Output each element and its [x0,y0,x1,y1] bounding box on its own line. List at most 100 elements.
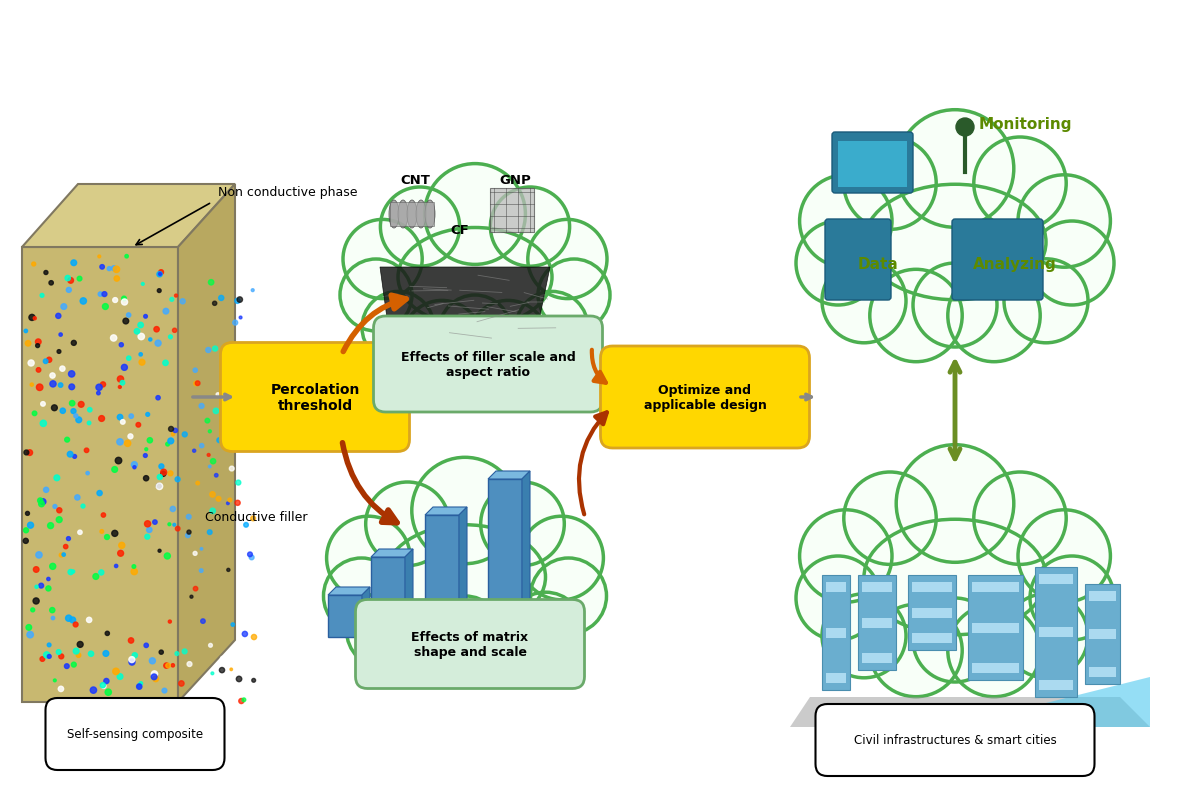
Point [119,310,138,322]
Point [180,658,199,670]
Point [40,638,59,651]
Text: CF: CF [451,225,469,237]
Text: Conductive filler: Conductive filler [205,511,307,524]
Circle shape [913,598,997,683]
FancyBboxPatch shape [600,346,810,448]
Point [186,582,205,595]
Point [58,660,77,673]
Point [150,269,169,282]
Point [97,531,116,544]
Point [106,294,125,307]
Point [25,407,44,420]
Point [107,264,126,277]
Point [205,298,224,310]
Point [192,439,211,452]
Point [100,263,119,276]
Point [229,673,248,686]
Circle shape [427,596,503,672]
Point [54,549,73,561]
Point [94,379,113,391]
Point [26,563,46,576]
Point [192,400,211,413]
Point [203,504,222,517]
Circle shape [822,594,906,678]
Point [128,419,148,431]
Polygon shape [22,248,178,702]
Bar [1039,680,1073,691]
FancyBboxPatch shape [373,317,602,412]
Point [118,250,137,263]
Point [217,362,236,375]
Point [199,344,218,357]
Point [95,289,114,302]
Point [122,656,142,669]
Ellipse shape [425,200,436,229]
Point [107,273,126,286]
Point [127,326,146,338]
Point [110,373,130,386]
Point [223,618,242,631]
Point [90,251,109,264]
Point [113,416,132,429]
Point [182,590,202,603]
Point [220,430,239,443]
Point [34,496,53,508]
Point [224,372,244,385]
Point [166,424,185,437]
FancyBboxPatch shape [46,698,224,770]
Point [168,523,187,536]
Point [66,410,85,423]
Point [186,547,205,560]
Text: Non conductive phase: Non conductive phase [218,186,358,199]
Bar [972,582,1019,592]
Point [41,520,60,533]
Point [43,370,62,383]
Point [50,379,70,392]
FancyBboxPatch shape [832,133,913,194]
Point [230,312,250,325]
Point [200,639,220,652]
Point [150,480,169,493]
Circle shape [974,472,1067,565]
Bar [822,575,850,691]
Bar [1039,627,1073,638]
Point [229,406,248,419]
Point [94,679,113,692]
Point [65,451,84,464]
Point [119,352,138,365]
Polygon shape [522,472,530,638]
Point [58,273,77,286]
Point [18,508,37,520]
Point [139,524,158,537]
Polygon shape [380,268,550,341]
Point [132,356,151,369]
Point [186,364,205,377]
Point [23,604,42,617]
Point [199,449,218,462]
Point [16,535,35,548]
Point [49,310,68,323]
Point [200,425,220,438]
Point [91,289,110,302]
Point [133,278,152,291]
Point [43,604,62,617]
Circle shape [870,270,962,363]
Point [235,628,254,641]
Point [244,285,263,298]
Point [20,629,40,642]
Point [34,417,53,430]
Point [150,268,169,281]
Point [214,653,233,666]
Point [43,378,62,391]
Point [175,645,194,658]
Bar [826,582,846,592]
Point [64,565,83,578]
Point [121,634,140,647]
Circle shape [948,605,1040,697]
Ellipse shape [864,185,1046,301]
Circle shape [516,292,588,364]
Point [115,296,134,309]
Bar [490,188,534,233]
Point [115,362,134,375]
Point [140,435,160,448]
